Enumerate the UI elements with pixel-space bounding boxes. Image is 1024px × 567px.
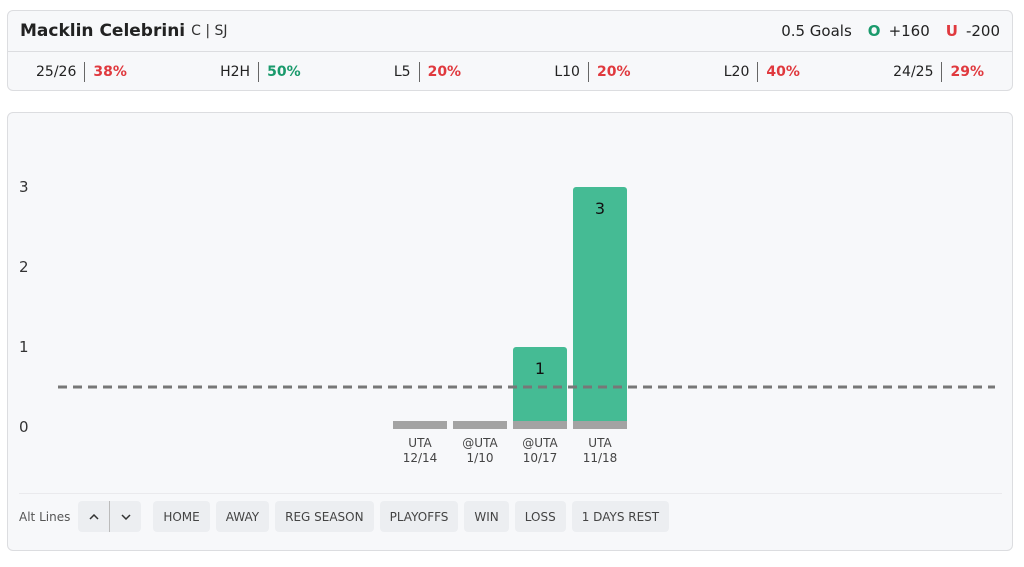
- alt-line-up[interactable]: [78, 501, 111, 532]
- stat-value: 29%: [950, 64, 984, 80]
- over-label[interactable]: O: [867, 22, 881, 40]
- filter-button[interactable]: LOSS: [514, 501, 566, 532]
- stat-value: 20%: [596, 64, 631, 80]
- stat-value: 38%: [93, 64, 127, 80]
- x-tick-date: 1/10: [467, 451, 494, 465]
- stat-separator: [258, 62, 260, 82]
- alt-lines-stepper: [78, 501, 142, 532]
- stat: L20 40%: [724, 62, 800, 82]
- bar-base: [393, 421, 447, 429]
- bar-base: [453, 421, 507, 429]
- under-odds[interactable]: -200: [965, 22, 1000, 40]
- stat-separator: [587, 62, 589, 82]
- y-tick-label: 3: [19, 178, 29, 196]
- stat-label: H2H: [220, 64, 251, 80]
- filter-button[interactable]: 1 DAYS REST: [571, 501, 670, 532]
- bar: [573, 187, 627, 429]
- stat-separator: [84, 62, 86, 82]
- header-card: Macklin Celebrini C | SJ 0.5 Goals O +16…: [7, 10, 1013, 91]
- x-tick-opponent: UTA: [408, 436, 432, 450]
- stat: L5 20%: [394, 62, 461, 82]
- stat-separator: [757, 62, 759, 82]
- filters: HOME AWAY REG SEASON PLAYOFFS WIN LOSS 1 DAYS …: [153, 501, 675, 532]
- position-team: C | SJ: [191, 23, 228, 39]
- stat-label: L20: [723, 64, 750, 80]
- filter-button[interactable]: HOME: [153, 501, 210, 532]
- x-tick-date: 11/18: [583, 451, 618, 465]
- x-tick-opponent: @UTA: [522, 436, 558, 450]
- filter-button[interactable]: PLAYOFFS: [379, 501, 459, 532]
- down-icon: [121, 513, 131, 520]
- player-name: Macklin Celebrini: [20, 21, 186, 41]
- stat-value: 40%: [766, 64, 800, 80]
- x-tick-opponent: @UTA: [462, 436, 498, 450]
- value-label: 3: [595, 199, 605, 218]
- stat-label: L10: [554, 64, 580, 80]
- stats-row: 25/26 38% H2H 50% L5 20% L10 20% L20 40% 24/25 29%: [8, 52, 1012, 92]
- stat: L10 20%: [554, 62, 630, 82]
- controls: Alt Lines HOME AWAY REG SEASON PLAYOFFS WIN L…: [0, 494, 1024, 539]
- up-icon: [89, 513, 99, 520]
- stat: 25/26 38%: [36, 62, 127, 82]
- stat: 24/25 29%: [893, 62, 984, 82]
- stat-value: 20%: [427, 64, 462, 80]
- filter-button[interactable]: AWAY: [215, 501, 270, 532]
- stat-label: L5: [393, 64, 411, 80]
- value-label: 1: [535, 359, 545, 378]
- filter-button[interactable]: WIN: [464, 501, 509, 532]
- alt-lines-label: Alt Lines: [19, 509, 71, 524]
- alt-line-down[interactable]: [110, 501, 141, 532]
- header-row: Macklin Celebrini C | SJ 0.5 Goals O +16…: [8, 11, 1012, 52]
- y-tick-label: 0: [19, 418, 29, 436]
- over-odds[interactable]: +160: [888, 22, 930, 40]
- bar-base: [513, 421, 567, 429]
- bar-base: [573, 421, 627, 429]
- stat-value: 50%: [267, 64, 301, 80]
- y-tick-label: 1: [19, 338, 29, 356]
- odds: 0.5 Goals O +160 U -200: [781, 22, 1000, 40]
- stat-label: 25/26: [36, 64, 77, 80]
- under-label[interactable]: U: [945, 22, 958, 40]
- stat-label: 24/25: [893, 64, 934, 80]
- x-tick-date: 12/14: [403, 451, 438, 465]
- stat: H2H 50%: [220, 62, 301, 82]
- stat-separator: [941, 62, 943, 82]
- x-tick-date: 10/17: [523, 451, 558, 465]
- stat-separator: [418, 62, 420, 82]
- filter-button[interactable]: REG SEASON: [275, 501, 374, 532]
- y-tick-label: 2: [19, 258, 29, 276]
- x-tick-opponent: UTA: [588, 436, 612, 450]
- prop-line: 0.5 Goals: [781, 22, 852, 40]
- chart-card: [7, 112, 1013, 551]
